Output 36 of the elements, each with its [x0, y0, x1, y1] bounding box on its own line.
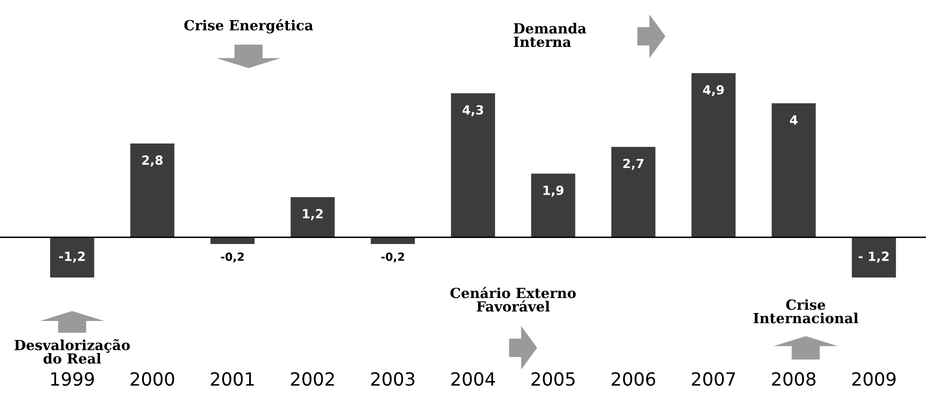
- data-label: -0,2: [220, 252, 244, 262]
- bar: [130, 143, 174, 238]
- data-label: 2,8: [142, 155, 163, 166]
- bar: [50, 237, 94, 278]
- text: Cenário Externo Favorável: [450, 286, 576, 312]
- bar: [772, 103, 816, 238]
- bar: [531, 174, 576, 238]
- x-tick-label: 2008: [772, 372, 816, 386]
- x-tick-label: 2002: [291, 372, 334, 386]
- data-label: - 1,2: [858, 252, 889, 263]
- data-label: 4: [790, 115, 798, 125]
- x-tick-label: 2001: [210, 372, 254, 386]
- bar: [852, 237, 896, 278]
- bar: [290, 197, 335, 238]
- text: Crise Internacional: [754, 299, 858, 324]
- data-label: 4,9: [703, 85, 724, 96]
- text: Desvalorização do Real: [14, 339, 130, 364]
- x-tick-label: 2006: [612, 372, 656, 386]
- bar: [450, 93, 496, 238]
- data-label: 2,7: [623, 158, 644, 170]
- data-label: -1,2: [59, 252, 85, 263]
- x-tick-label: 2000: [130, 372, 174, 386]
- x-tick-label: 2009: [852, 372, 896, 386]
- data-label: -0,2: [381, 252, 404, 262]
- x-tick-label: 2007: [692, 372, 735, 386]
- x-tick-label: 2003: [371, 372, 414, 386]
- text: Crise Energética: [184, 19, 314, 34]
- text: Demanda Interna: [514, 22, 586, 48]
- data-label: 4,3: [462, 105, 484, 116]
- x-tick-label: 1999: [51, 372, 94, 386]
- data-label: 1,9: [544, 186, 564, 197]
- x-tick-label: 2004: [451, 372, 495, 386]
- bar: [691, 73, 736, 238]
- bar: [611, 146, 656, 238]
- x-tick-label: 2005: [532, 372, 575, 386]
- data-label: 1,2: [303, 209, 323, 220]
